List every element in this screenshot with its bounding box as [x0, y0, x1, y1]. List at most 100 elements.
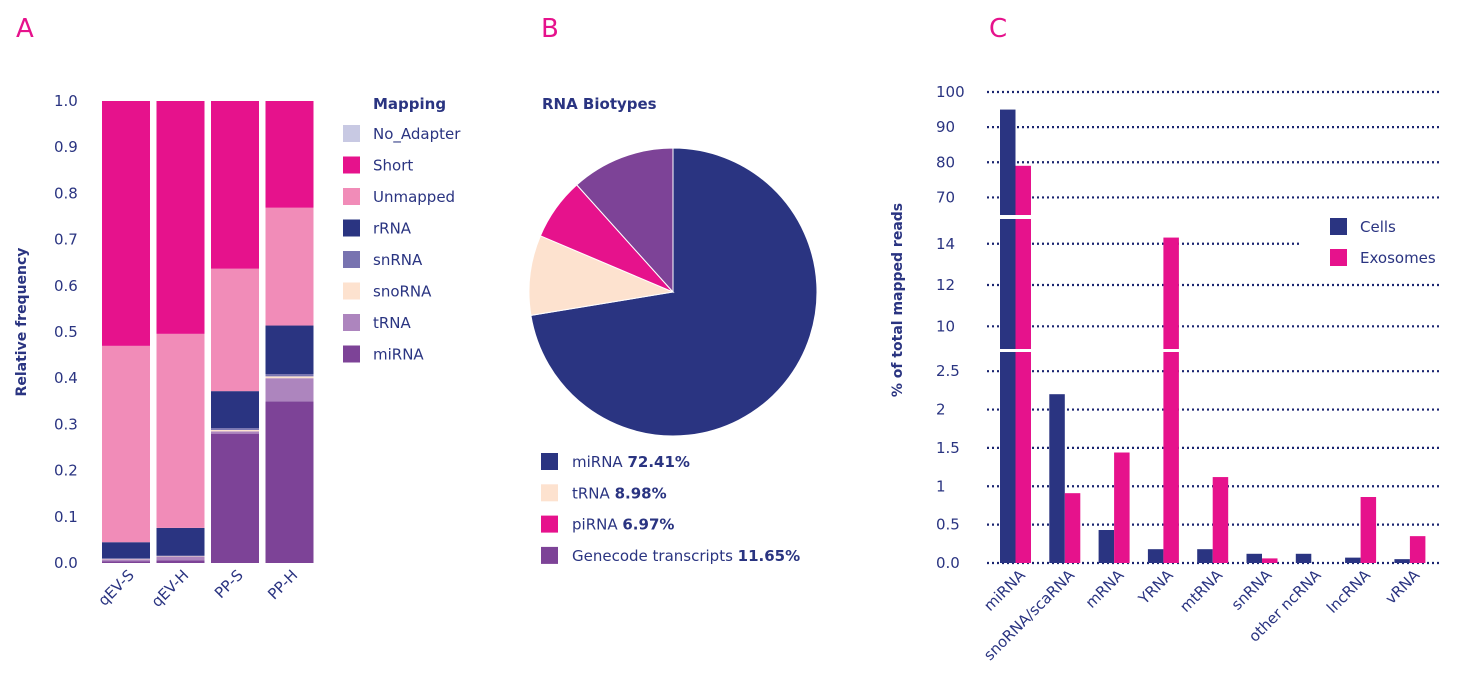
panel-a-legend-label-rrna: rRNA — [373, 220, 412, 238]
panel-a-chart: Relative frequency 0.0 0.1 0.2 0.3 0.4 0.5 0.6… — [14, 92, 461, 611]
panel-a-y-tick: 1.0 — [54, 92, 78, 110]
panel-a-x-ticks: qEV-S qEV-H PP-S PP-H — [94, 566, 301, 611]
panel-b-legend-pct: 11.65% — [738, 547, 800, 565]
panel-c-legend-label-exosomes: Exosomes — [1360, 249, 1436, 267]
panel-c-x-tick-snorna-scarna: snoRNA/scaRNA — [980, 566, 1079, 665]
panel-c-x-tick-lncrna: lncRNA — [1323, 566, 1374, 617]
panel-c-y-tick: 14 — [936, 235, 955, 253]
panel-b-legend-pct: 8.98% — [615, 484, 667, 502]
panel-a-bar-segment-rrna-qev-h — [156, 527, 205, 556]
panel-a-bar-segment-snorna-qev-h — [156, 556, 205, 557]
panel-a-legend-label-unmapped: Unmapped — [373, 188, 455, 206]
panel-a-y-tick: 0.3 — [54, 415, 78, 433]
panel-b-chart: RNA Biotypes miRNA 72.41% tRNA 8.98% piRNA… — [528, 95, 818, 565]
panel-c-x-tick-yrna: YRNA — [1134, 566, 1177, 609]
panel-a-y-tick: 0.1 — [54, 508, 78, 526]
panel-a-legend-swatch-mirna — [343, 345, 360, 363]
panel-c-y-tick: 12 — [936, 276, 955, 294]
panel-c-bar-cells-mirna — [1000, 352, 1016, 563]
panel-c-legend-label-cells: Cells — [1360, 218, 1396, 236]
panel-c-legend-swatch-exosomes — [1330, 249, 1347, 266]
panel-c-bar-exosomes-snrna — [1262, 558, 1278, 563]
panel-a-y-tick: 0.5 — [54, 323, 78, 341]
panel-a-y-tick: 0.8 — [54, 184, 78, 202]
panel-a-bar-segment-trna-qev-h — [156, 556, 205, 561]
panel-b-pie-slice-genecode-transcripts — [576, 147, 674, 294]
panel-b-legend-name: piRNA — [572, 516, 622, 534]
panel-a-legend-label-mirna: miRNA — [373, 346, 424, 364]
panel-a-x-tick-qev-h: qEV-H — [148, 566, 193, 611]
panel-b-legend: miRNA 72.41% tRNA 8.98% piRNA 6.97% Genecod… — [541, 453, 800, 565]
panel-c-y-axis-title: % of total mapped reads — [890, 203, 906, 397]
panel-c-bars — [1000, 109, 1426, 563]
panel-a-bar-segment-short-pp-s — [211, 101, 259, 269]
panel-c-bar-cells-lncrna — [1345, 557, 1361, 563]
panel-c-bar-exosomes-lncrna — [1360, 497, 1377, 563]
panel-c-bar-exosomes-yrna — [1163, 237, 1179, 349]
panel-label-a: A — [16, 14, 34, 44]
panel-c-bar-cells-mtrna — [1197, 549, 1213, 563]
panel-b-legend-label-mirna: miRNA 72.41% — [572, 453, 690, 471]
panel-a-y-tick: 0.4 — [54, 369, 78, 387]
panel-c-bar-cells-yrna — [1147, 549, 1164, 563]
panel-c-legend: Cells Exosomes — [1330, 218, 1436, 267]
panel-b-legend-name: Genecode transcripts — [572, 547, 738, 565]
panel-a-legend: Mapping No_Adapter Short Unmapped rRNA snRNA… — [343, 95, 461, 364]
panel-b-pie-slice-trna — [528, 235, 675, 316]
panel-a-bar-segment-rrna-pp-s — [211, 391, 259, 429]
panel-c-y-tick: 2.5 — [936, 362, 960, 380]
panel-a-bars — [102, 101, 314, 563]
panel-a-legend-label-short: Short — [373, 157, 413, 175]
panel-b-legend-name: miRNA — [572, 453, 627, 471]
panel-a-legend-swatch-snrna — [343, 251, 360, 268]
panel-b-legend-swatch-genecode-transcripts — [541, 546, 558, 564]
panel-a-x-tick-qev-s: qEV-S — [94, 566, 137, 609]
panel-c-bar-cells-mirna — [1000, 109, 1016, 215]
panel-c-y-tick: 2 — [936, 401, 946, 419]
panel-b-legend-swatch-mirna — [541, 453, 558, 470]
panel-c-bar-exosomes-mirna — [1015, 165, 1031, 215]
panel-a-bar-segment-unmapped-qev-h — [156, 333, 205, 528]
panel-a-y-ticks: 0.0 0.1 0.2 0.3 0.4 0.5 0.6 0.7 0.8 0.9 1.0 — [54, 92, 78, 572]
panel-a-legend-swatch-snorna — [343, 282, 360, 300]
panel-a-legend-swatch-unmapped — [343, 188, 360, 205]
panel-c-y-tick: 80 — [936, 153, 955, 171]
panel-a-bar-segment-snorna-pp-h — [265, 376, 314, 379]
panel-c-y-tick: 0.0 — [936, 554, 960, 572]
panel-a-y-tick: 0.9 — [54, 138, 78, 156]
panel-a-bar-segment-snrna-qev-h — [156, 555, 205, 557]
panel-b-legend-name: tRNA — [572, 484, 615, 502]
panel-a-y-tick: 0.6 — [54, 277, 78, 295]
panel-a-x-tick-pp-s: PP-S — [211, 566, 247, 602]
panel-c-bar-exosomes-mirna — [1015, 219, 1031, 349]
panel-c-y-tick: 70 — [936, 188, 955, 206]
panel-c-y-tick: 0.5 — [936, 516, 960, 534]
panel-b-legend-label-pirna: piRNA 6.97% — [572, 516, 674, 534]
panel-c-y-tick: 100 — [936, 83, 965, 101]
panel-a-legend-swatch-rrna — [343, 219, 360, 237]
panel-a-bar-segment-snorna-qev-s — [102, 558, 150, 560]
panel-a-x-tick-pp-h: PP-H — [264, 566, 301, 603]
panel-b-title: RNA Biotypes — [542, 95, 657, 113]
panel-c-legend-swatch-cells — [1330, 218, 1347, 235]
panel-a-bar-segment-unmapped-pp-h — [265, 207, 314, 326]
panel-a-bar-segment-mirna-qev-s — [102, 561, 150, 563]
panel-a-legend-swatch-no-adapter — [343, 125, 360, 142]
panel-c-y-ticks: 0.0 0.5 1 1.5 2 2.5 10 12 14 70 80 90 100 — [936, 83, 965, 572]
panel-c-y-tick: 1 — [936, 477, 946, 495]
panel-a-bar-segment-mirna-qev-h — [156, 560, 205, 563]
panel-c-x-tick-snrna: snRNA — [1228, 566, 1276, 614]
panel-a-legend-title: Mapping — [373, 95, 446, 113]
panel-a-bar-segment-snrna-qev-s — [102, 558, 150, 559]
panel-a-bar-segment-short-pp-h — [265, 101, 314, 208]
panel-c-bar-cells-snorna-scarna — [1049, 394, 1065, 563]
panel-label-c: C — [989, 14, 1007, 44]
panel-a-y-tick: 0.7 — [54, 231, 78, 249]
panel-c-y-tick: 10 — [936, 317, 955, 335]
panel-a-legend-swatch-short — [343, 156, 360, 174]
panel-c-bar-cells-snrna — [1246, 553, 1262, 563]
panel-a-bar-segment-trna-qev-s — [102, 559, 150, 562]
panel-a-bar-segment-short-qev-s — [102, 101, 150, 346]
